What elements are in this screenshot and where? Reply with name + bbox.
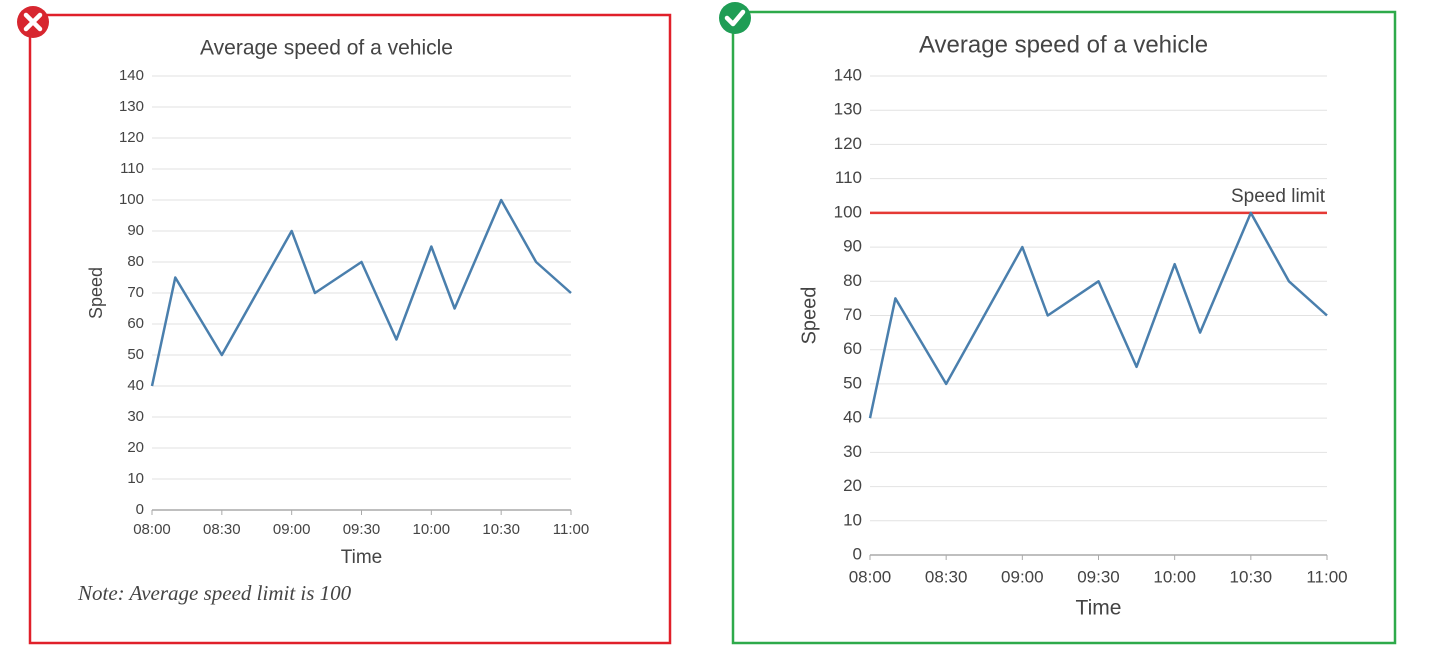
y-axis-label: Speed <box>798 287 820 345</box>
y-tick-label: 90 <box>127 222 144 239</box>
bad-panel-border <box>28 13 672 645</box>
y-tick-label: 10 <box>127 470 144 487</box>
y-tick-label: 120 <box>834 134 862 153</box>
x-tick-label: 10:00 <box>1153 567 1196 586</box>
x-tick-label: 08:00 <box>133 521 171 538</box>
x-axis-label: Time <box>1076 597 1122 620</box>
x-tick-label: 10:30 <box>1230 567 1273 586</box>
y-tick-label: 20 <box>843 476 862 495</box>
y-tick-label: 0 <box>853 544 862 563</box>
chart: Average speed of a vehicle 0 10 20 30 40 50 60 7… <box>798 31 1347 619</box>
good-icon <box>719 2 751 34</box>
reference-label: Speed limit <box>1231 186 1326 207</box>
y-axis-label: Speed <box>86 267 106 319</box>
x-tick-label: 08:30 <box>203 521 241 538</box>
y-tick-label: 100 <box>119 191 144 208</box>
y-tick-label: 20 <box>127 439 144 456</box>
y-tick-label: 60 <box>843 339 862 358</box>
x-tick-label: 09:00 <box>273 521 311 538</box>
data-line <box>868 211 1328 419</box>
x-tick-label: 09:30 <box>343 521 381 538</box>
y-tick-label: 100 <box>834 202 862 221</box>
y-tick-label: 80 <box>843 271 862 290</box>
y-tick-label: 40 <box>843 408 862 427</box>
annotation: Note: Average speed limit is 100 <box>77 581 352 605</box>
x-tick-label: 11:00 <box>1306 567 1347 586</box>
y-tick-label: 40 <box>127 377 144 394</box>
y-tick-label: 140 <box>119 67 144 84</box>
chart-title: Average speed of a vehicle <box>200 37 453 60</box>
chart-title: Average speed of a vehicle <box>919 31 1208 58</box>
chart: Average speed of a vehicle 0 10 20 30 40 50 60 7… <box>77 37 589 605</box>
y-tick-label: 130 <box>834 100 862 119</box>
y-tick-label: 60 <box>127 315 144 332</box>
y-tick-label: 80 <box>127 253 144 270</box>
x-tick-label: 09:30 <box>1077 567 1120 586</box>
y-tick-label: 30 <box>843 442 862 461</box>
y-tick-label: 50 <box>843 373 862 392</box>
x-tick-label: 10:30 <box>482 521 520 538</box>
y-tick-label: 110 <box>835 168 862 187</box>
y-tick-label: 30 <box>127 408 144 425</box>
y-tick-label: 140 <box>834 65 862 84</box>
y-tick-label: 10 <box>843 510 862 529</box>
data-line <box>150 198 572 387</box>
y-tick-label: 0 <box>136 501 144 518</box>
x-tick-label: 10:00 <box>413 521 451 538</box>
y-tick-label: 70 <box>127 284 144 301</box>
y-tick-label: 110 <box>120 160 144 177</box>
bad-icon <box>17 6 49 38</box>
x-axis-label: Time <box>341 547 383 568</box>
y-tick-label: 120 <box>119 129 144 146</box>
x-tick-label: 09:00 <box>1001 567 1044 586</box>
y-tick-label: 70 <box>843 305 862 324</box>
y-tick-label: 130 <box>119 98 144 115</box>
y-tick-label: 50 <box>127 346 144 363</box>
y-tick-label: 90 <box>843 237 862 256</box>
x-tick-label: 11:00 <box>553 521 589 538</box>
x-tick-label: 08:00 <box>849 567 892 586</box>
x-tick-label: 08:30 <box>925 567 968 586</box>
good-panel-border <box>731 10 1397 645</box>
